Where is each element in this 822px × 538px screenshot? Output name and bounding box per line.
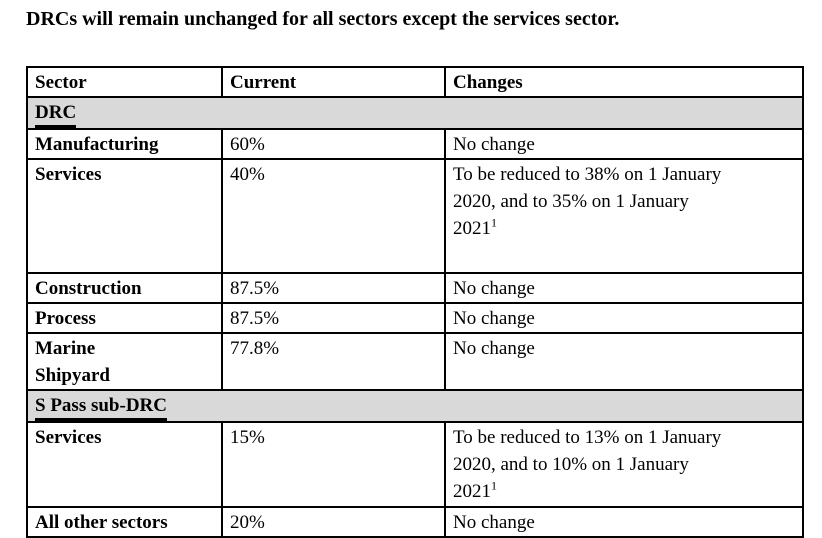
header-cell-changes: Changes xyxy=(444,66,804,98)
section-cell: DRC xyxy=(26,96,804,130)
table-row-marine-shipyard: Marine Shipyard 77.8% No change xyxy=(26,332,804,391)
sector-cell: Process xyxy=(26,302,223,334)
section-row-s-pass-sub-drc: S Pass sub-DRC xyxy=(26,389,804,423)
sector-cell: Construction xyxy=(26,272,223,304)
section-row-drc: DRC xyxy=(26,96,804,130)
drc-table: Sector Current Changes DRC Manufacturing… xyxy=(26,66,804,538)
header-cell-current: Current xyxy=(221,66,446,98)
changes-text: No change xyxy=(453,278,535,299)
current-cell: 87.5% xyxy=(221,302,446,334)
sector-cell: All other sectors xyxy=(26,506,223,538)
changes-cell: To be reduced to 13% on 1 January 2020, … xyxy=(444,421,804,508)
changes-text: No change xyxy=(453,338,535,359)
table-row-process: Process 87.5% No change xyxy=(26,302,804,334)
current-cell: 60% xyxy=(221,128,446,160)
current-cell: 40% xyxy=(221,158,446,274)
changes-text: No change xyxy=(453,308,535,329)
table-row-construction: Construction 87.5% No change xyxy=(26,272,804,304)
changes-cell: No change xyxy=(444,506,804,538)
page-title: DRCs will remain unchanged for all secto… xyxy=(26,8,620,30)
footnote-marker: 1 xyxy=(491,215,497,230)
table-row-manufacturing: Manufacturing 60% No change xyxy=(26,128,804,160)
changes-text: No change xyxy=(453,512,535,533)
changes-text: To be reduced to 13% on 1 January 2020, … xyxy=(453,427,722,502)
changes-cell: No change xyxy=(444,332,804,391)
table-row-all-other-sectors: All other sectors 20% No change xyxy=(26,506,804,538)
table-row-services-drc: Services 40% To be reduced to 38% on 1 J… xyxy=(26,158,804,274)
changes-cell: To be reduced to 38% on 1 January 2020, … xyxy=(444,158,804,274)
footnote-marker: 1 xyxy=(491,478,497,493)
current-cell: 87.5% xyxy=(221,272,446,304)
table-row-services-s-pass: Services 15% To be reduced to 13% on 1 J… xyxy=(26,421,804,508)
changes-text: No change xyxy=(453,134,535,155)
current-cell: 15% xyxy=(221,421,446,508)
sector-cell: Services xyxy=(26,421,223,508)
header-cell-sector: Sector xyxy=(26,66,223,98)
section-label: S Pass sub-DRC xyxy=(35,393,167,420)
current-cell: 20% xyxy=(221,506,446,538)
sector-cell: Services xyxy=(26,158,223,274)
sector-cell: Manufacturing xyxy=(26,128,223,160)
sector-cell: Marine Shipyard xyxy=(26,332,223,391)
table-header-row: Sector Current Changes xyxy=(26,66,804,98)
changes-cell: No change xyxy=(444,302,804,334)
section-label: DRC xyxy=(35,100,77,127)
current-cell: 77.8% xyxy=(221,332,446,391)
section-cell: S Pass sub-DRC xyxy=(26,389,804,423)
changes-cell: No change xyxy=(444,128,804,160)
changes-text: To be reduced to 38% on 1 January 2020, … xyxy=(453,164,722,239)
changes-cell: No change xyxy=(444,272,804,304)
